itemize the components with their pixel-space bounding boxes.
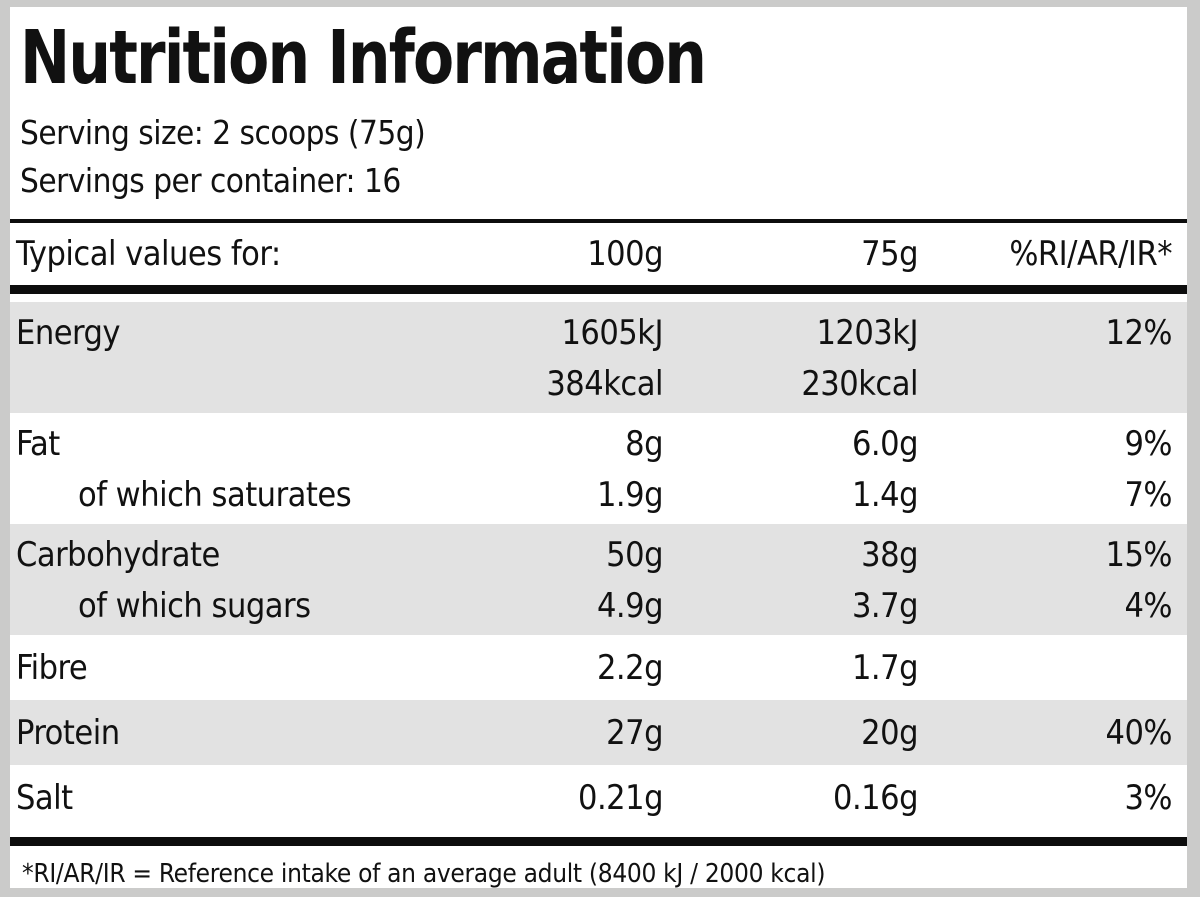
value-per-75g: 1.7g xyxy=(851,648,919,688)
value-ri-percent: 3% xyxy=(1124,778,1172,818)
value-per-75g: 230kcal xyxy=(801,363,918,404)
value-per-100g: 0.21g xyxy=(577,778,664,818)
column-header-100g: 100g xyxy=(587,234,663,274)
row-line: Fat 8g 6.0g 9% xyxy=(10,418,1187,469)
nutrient-sublabel: of which sugars xyxy=(78,585,311,626)
value-per-100g: 1605kJ xyxy=(561,312,663,353)
value-ri-percent: 40% xyxy=(1105,713,1173,753)
nutrient-label: Carbohydrate xyxy=(16,534,220,575)
row-salt: Salt 0.21g 0.16g 3% xyxy=(10,765,1187,830)
row-fat: Fat 8g 6.0g 9% of which saturates 1.9g 1… xyxy=(10,413,1187,524)
footnote: *RI/AR/IR = Reference intake of an avera… xyxy=(22,859,826,888)
row-fibre: Fibre 2.2g 1.7g xyxy=(10,635,1187,700)
value-per-100g: 27g xyxy=(606,713,663,753)
value-ri-percent: 4% xyxy=(1124,585,1172,626)
row-protein: Protein 27g 20g 40% xyxy=(10,700,1187,765)
value-per-75g: 1203kJ xyxy=(816,312,918,353)
row-carbohydrate: Carbohydrate 50g 38g 15% of which sugars… xyxy=(10,524,1187,635)
row-energy: Energy 1605kJ 1203kJ 12% 384kcal 230kcal xyxy=(10,302,1187,413)
page-title: Nutrition Information xyxy=(20,15,707,101)
value-per-100g: 8g xyxy=(625,423,663,464)
servings-per-container-line: Servings per container: 16 xyxy=(20,161,401,200)
nutrition-label: Nutrition Information Serving size: 2 sc… xyxy=(10,7,1187,888)
nutrient-label: Protein xyxy=(16,713,120,753)
value-per-75g: 20g xyxy=(861,713,918,753)
row-line: Fibre 2.2g 1.7g xyxy=(10,640,1187,696)
nutrient-label: Salt xyxy=(16,778,73,818)
divider-thick-top xyxy=(10,285,1187,294)
value-ri-percent: 9% xyxy=(1124,423,1172,464)
row-line: Salt 0.21g 0.16g 3% xyxy=(10,770,1187,826)
nutrient-label: Fat xyxy=(16,423,60,464)
value-per-100g: 2.2g xyxy=(596,648,664,688)
value-ri-percent: 15% xyxy=(1105,534,1173,575)
value-per-100g: 4.9g xyxy=(596,585,664,626)
divider-thick-bottom xyxy=(10,837,1187,846)
row-line: of which saturates 1.9g 1.4g 7% xyxy=(10,469,1187,520)
value-per-75g: 3.7g xyxy=(851,585,919,626)
value-per-100g: 1.9g xyxy=(596,474,664,515)
nutrient-table-body: Energy 1605kJ 1203kJ 12% 384kcal 230kcal… xyxy=(10,302,1187,830)
value-ri-percent: 12% xyxy=(1105,312,1173,353)
column-header-typical-values: Typical values for: xyxy=(16,234,281,274)
row-line: Energy 1605kJ 1203kJ 12% xyxy=(10,307,1187,358)
value-per-100g: 384kcal xyxy=(546,363,663,404)
value-per-75g: 38g xyxy=(861,534,918,575)
nutrient-label: Energy xyxy=(16,312,121,353)
nutrient-sublabel: of which saturates xyxy=(78,474,352,515)
row-line: Carbohydrate 50g 38g 15% xyxy=(10,529,1187,580)
serving-size-line: Serving size: 2 scoops (75g) xyxy=(20,113,426,152)
value-per-100g: 50g xyxy=(606,534,663,575)
column-header-ri: %RI/AR/IR* xyxy=(1009,234,1172,274)
divider-thin xyxy=(10,219,1187,223)
value-per-75g: 6.0g xyxy=(851,423,919,464)
nutrient-label: Fibre xyxy=(16,648,88,688)
table-header-row: Typical values for: 100g 75g %RI/AR/IR* xyxy=(10,223,1187,285)
value-ri-percent: 7% xyxy=(1124,474,1172,515)
column-header-75g: 75g xyxy=(861,234,918,274)
value-per-75g: 0.16g xyxy=(832,778,919,818)
value-per-75g: 1.4g xyxy=(851,474,919,515)
row-line: Protein 27g 20g 40% xyxy=(10,705,1187,761)
row-line: 384kcal 230kcal xyxy=(10,358,1187,409)
row-line: of which sugars 4.9g 3.7g 4% xyxy=(10,580,1187,631)
